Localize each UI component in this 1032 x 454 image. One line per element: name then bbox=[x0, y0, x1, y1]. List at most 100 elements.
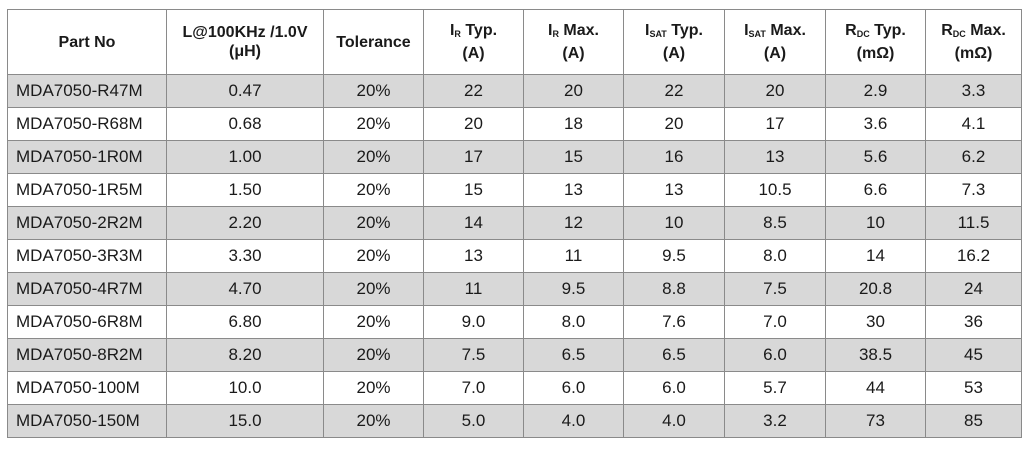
cell-part-no: MDA7050-8R2M bbox=[7, 338, 167, 372]
cell-isat-typ: 16 bbox=[623, 140, 725, 174]
cell-ir-typ: 7.5 bbox=[423, 338, 524, 372]
table-row: MDA7050-2R2M 2.20 20% 14 12 10 8.5 10 11… bbox=[7, 206, 1022, 240]
cell-ir-typ: 9.0 bbox=[423, 305, 524, 339]
cell-isat-max: 10.5 bbox=[724, 173, 826, 207]
table-row: MDA7050-R68M 0.68 20% 20 18 20 17 3.6 4.… bbox=[7, 107, 1022, 141]
cell-ir-typ: 7.0 bbox=[423, 371, 524, 405]
header-rdc-max-symbol: R bbox=[941, 22, 953, 39]
cell-isat-typ: 20 bbox=[623, 107, 725, 141]
cell-isat-typ: 6.5 bbox=[623, 338, 725, 372]
cell-rdc-typ: 30 bbox=[825, 305, 926, 339]
cell-part-no: MDA7050-R68M bbox=[7, 107, 167, 141]
table-body: MDA7050-R47M 0.47 20% 22 20 22 20 2.9 3.… bbox=[7, 74, 1022, 438]
cell-rdc-max: 16.2 bbox=[925, 239, 1022, 273]
cell-ir-max: 6.0 bbox=[523, 371, 624, 405]
header-rdc-typ-symbol: R bbox=[845, 22, 857, 39]
cell-rdc-max: 36 bbox=[925, 305, 1022, 339]
cell-ir-max: 6.5 bbox=[523, 338, 624, 372]
header-isat-typ-subscript: SAT bbox=[649, 29, 667, 39]
cell-isat-typ: 10 bbox=[623, 206, 725, 240]
cell-tolerance: 20% bbox=[323, 107, 424, 141]
cell-isat-max: 3.2 bbox=[724, 404, 826, 438]
header-isat-typ-symbol: I bbox=[645, 22, 650, 39]
table-row: MDA7050-R47M 0.47 20% 22 20 22 20 2.9 3.… bbox=[7, 74, 1022, 108]
cell-ir-max: 9.5 bbox=[523, 272, 624, 306]
header-rdc-max-suffix: Max. bbox=[965, 22, 1006, 39]
cell-rdc-typ: 2.9 bbox=[825, 74, 926, 108]
header-part-no-label: Part No bbox=[58, 33, 116, 51]
cell-inductance: 1.50 bbox=[166, 173, 324, 207]
cell-isat-max: 8.0 bbox=[724, 239, 826, 273]
cell-part-no: MDA7050-6R8M bbox=[7, 305, 167, 339]
cell-tolerance: 20% bbox=[323, 272, 424, 306]
cell-rdc-typ: 20.8 bbox=[825, 272, 926, 306]
cell-part-no: MDA7050-2R2M bbox=[7, 206, 167, 240]
header-tolerance: Tolerance bbox=[323, 9, 424, 75]
cell-isat-typ: 4.0 bbox=[623, 404, 725, 438]
cell-isat-typ: 6.0 bbox=[623, 371, 725, 405]
cell-tolerance: 20% bbox=[323, 74, 424, 108]
cell-ir-typ: 11 bbox=[423, 272, 524, 306]
cell-isat-max: 5.7 bbox=[724, 371, 826, 405]
cell-ir-max: 4.0 bbox=[523, 404, 624, 438]
header-ir-typ: IR Typ. (A) bbox=[423, 9, 524, 75]
cell-ir-typ: 15 bbox=[423, 173, 524, 207]
spec-table-container: Part No L@100KHz /1.0V (μH) Tolerance IR… bbox=[7, 9, 1022, 438]
header-ir-max-symbol: I bbox=[548, 22, 553, 39]
cell-ir-typ: 17 bbox=[423, 140, 524, 174]
header-isat-typ: ISAT Typ. (A) bbox=[623, 9, 725, 75]
header-isat-typ-suffix: Typ. bbox=[666, 22, 703, 39]
cell-ir-max: 20 bbox=[523, 74, 624, 108]
header-ir-max-line1: IR Max. bbox=[524, 21, 623, 44]
table-row: MDA7050-100M 10.0 20% 7.0 6.0 6.0 5.7 44… bbox=[7, 371, 1022, 405]
cell-part-no: MDA7050-3R3M bbox=[7, 239, 167, 273]
cell-ir-max: 15 bbox=[523, 140, 624, 174]
header-ir-max-unit: (A) bbox=[562, 45, 585, 62]
header-ir-typ-unit: (A) bbox=[462, 45, 485, 62]
header-isat-typ-line1: ISAT Typ. bbox=[624, 21, 724, 44]
cell-isat-max: 13 bbox=[724, 140, 826, 174]
cell-rdc-max: 53 bbox=[925, 371, 1022, 405]
header-isat-max-line1: ISAT Max. bbox=[725, 21, 825, 44]
cell-isat-max: 17 bbox=[724, 107, 826, 141]
cell-rdc-typ: 14 bbox=[825, 239, 926, 273]
table-row: MDA7050-150M 15.0 20% 5.0 4.0 4.0 3.2 73… bbox=[7, 404, 1022, 438]
cell-isat-typ: 13 bbox=[623, 173, 725, 207]
header-tolerance-label: Tolerance bbox=[336, 33, 411, 51]
header-rdc-typ-suffix: Typ. bbox=[869, 22, 906, 39]
header-rdc-typ-line1: RDC Typ. bbox=[826, 21, 925, 44]
table-row: MDA7050-1R0M 1.00 20% 17 15 16 13 5.6 6.… bbox=[7, 140, 1022, 174]
cell-ir-typ: 14 bbox=[423, 206, 524, 240]
header-ir-typ-symbol: I bbox=[449, 22, 455, 39]
cell-inductance: 1.00 bbox=[166, 140, 324, 174]
cell-rdc-max: 7.3 bbox=[925, 173, 1022, 207]
header-isat-max-subscript: SAT bbox=[748, 29, 766, 39]
cell-isat-typ: 22 bbox=[623, 74, 725, 108]
cell-rdc-typ: 38.5 bbox=[825, 338, 926, 372]
cell-rdc-max: 11.5 bbox=[925, 206, 1022, 240]
table-header: Part No L@100KHz /1.0V (μH) Tolerance IR… bbox=[7, 9, 1022, 75]
cell-part-no: MDA7050-1R5M bbox=[7, 173, 167, 207]
header-ir-max-suffix: Max. bbox=[558, 22, 599, 39]
cell-inductance: 4.70 bbox=[166, 272, 324, 306]
cell-tolerance: 20% bbox=[323, 338, 424, 372]
cell-inductance: 0.68 bbox=[166, 107, 324, 141]
header-inductance: L@100KHz /1.0V (μH) bbox=[166, 9, 324, 75]
cell-ir-max: 18 bbox=[523, 107, 624, 141]
header-rdc-max: RDC Max. (mΩ) bbox=[925, 9, 1022, 75]
header-ir-max: IR Max. (A) bbox=[523, 9, 624, 75]
cell-ir-typ: 22 bbox=[423, 74, 524, 108]
header-inductance-line1: L@100KHz /1.0V bbox=[182, 24, 308, 41]
header-rdc-max-subscript: DC bbox=[952, 29, 966, 39]
cell-ir-max: 13 bbox=[523, 173, 624, 207]
header-ir-typ-suffix: Typ. bbox=[460, 22, 498, 39]
header-isat-max-suffix: Max. bbox=[765, 22, 806, 39]
header-rdc-typ-subscript: DC bbox=[856, 29, 870, 39]
header-row: Part No L@100KHz /1.0V (μH) Tolerance IR… bbox=[7, 9, 1022, 75]
cell-ir-typ: 5.0 bbox=[423, 404, 524, 438]
cell-part-no: MDA7050-150M bbox=[7, 404, 167, 438]
cell-rdc-typ: 6.6 bbox=[825, 173, 926, 207]
cell-tolerance: 20% bbox=[323, 206, 424, 240]
cell-rdc-max: 45 bbox=[925, 338, 1022, 372]
table-row: MDA7050-6R8M 6.80 20% 9.0 8.0 7.6 7.0 30… bbox=[7, 305, 1022, 339]
